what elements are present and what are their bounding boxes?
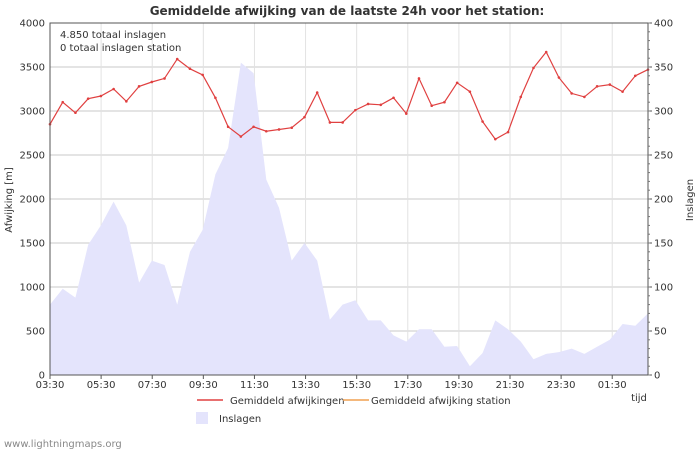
x-tick-label: 11:30 [240, 380, 269, 391]
afwijking-point [61, 100, 65, 104]
x-tick-label: 07:30 [138, 380, 167, 391]
x-axis-label: tijd [631, 393, 647, 404]
afwijking-point [175, 57, 179, 61]
left-axis: 0 500 1000 1500 2000 2500 3000 3500 4000 [20, 19, 45, 382]
afwijking-markers [48, 50, 650, 141]
afwijking-point [328, 121, 332, 124]
afwijking-point [544, 50, 548, 54]
left-tick-label: 3000 [20, 107, 45, 118]
afwijking-point [341, 121, 344, 124]
inslagen-area [50, 62, 648, 375]
afwijking-point [264, 129, 268, 133]
x-tick-label: 23:30 [547, 380, 576, 391]
afwijking-point [112, 87, 115, 91]
chart-title: Gemiddelde afwijking van de laatste 24h … [150, 4, 545, 18]
afwijking-point [583, 95, 586, 99]
legend-label-station: Gemiddeld afwijking station [371, 396, 511, 407]
afwijking-point [595, 85, 599, 88]
right-tick-label: 50 [654, 327, 667, 338]
x-tick-label: 21:30 [496, 380, 525, 391]
legend-label-inslagen: Inslagen [219, 414, 261, 425]
x-axis: 03:30 05:30 07:30 09:30 11:30 13:30 15:30 17:30… [36, 375, 627, 391]
right-tick-label: 200 [654, 195, 673, 206]
left-tick-label: 2000 [20, 195, 45, 206]
right-tick-label: 300 [654, 107, 673, 118]
x-tick-label: 19:30 [444, 380, 473, 391]
x-tick-label: 03:30 [36, 380, 65, 391]
x-tick-label: 17:30 [393, 380, 422, 391]
afwijking-point [137, 85, 141, 88]
afwijking-point [392, 96, 395, 100]
afwijking-point [621, 90, 624, 93]
afwijking-point [633, 74, 637, 78]
afwijking-point [455, 81, 459, 85]
afwijking-point [354, 108, 357, 112]
legend-label-afwijkingen: Gemiddeld afwijkingen [230, 396, 345, 407]
right-tick-label: 250 [654, 151, 673, 162]
afwijking-point [226, 125, 230, 129]
legend-swatch-inslagen [196, 412, 208, 424]
afwijking-point [481, 120, 484, 123]
afwijking-point [404, 112, 408, 115]
y-axis-left-label: Afwijking [m] [4, 167, 15, 233]
right-tick-label: 0 [654, 371, 660, 382]
afwijking-point [163, 77, 166, 80]
afwijking-point [99, 94, 103, 98]
afwijking-point [74, 111, 77, 115]
afwijking-point [150, 80, 154, 84]
afwijking-point [86, 97, 90, 100]
afwijking-point [506, 130, 510, 134]
left-tick-label: 0 [39, 371, 45, 382]
x-tick-label: 09:30 [189, 380, 218, 391]
afwijking-point [366, 102, 370, 106]
afwijking-point [519, 95, 523, 99]
left-tick-label: 1500 [20, 239, 45, 250]
right-tick-label: 100 [654, 283, 673, 294]
watermark: www.lightningmaps.org [4, 439, 122, 450]
afwijking-point [252, 125, 255, 129]
afwijking-point [188, 67, 192, 71]
info-total-strikes: 4.850 totaal inslagen [60, 30, 166, 41]
x-tick-label: 05:30 [87, 380, 116, 391]
afwijking-point [239, 135, 243, 138]
info-station-strikes: 0 totaal inslagen station [60, 43, 181, 54]
left-tick-label: 4000 [20, 19, 45, 30]
afwijking-point [303, 115, 306, 119]
afwijking-point [214, 96, 217, 100]
afwijking-point [417, 77, 421, 80]
left-tick-label: 2500 [20, 151, 45, 162]
right-tick-label: 150 [654, 239, 673, 250]
left-tick-label: 1000 [20, 283, 45, 294]
afwijking-point [315, 91, 319, 94]
left-tick-label: 500 [26, 327, 45, 338]
afwijking-point [430, 104, 434, 108]
afwijking-point [608, 83, 612, 86]
afwijking-point [277, 128, 281, 131]
afwijking-point [201, 73, 204, 77]
right-tick-label: 400 [654, 19, 673, 30]
afwijking-point [125, 100, 128, 103]
afwijking-line [49, 50, 649, 140]
afwijking-point [443, 100, 446, 104]
x-tick-label: 13:30 [291, 380, 320, 391]
right-tick-label: 350 [654, 63, 673, 74]
y-axis-right-label: Inslagen [685, 179, 696, 221]
x-tick-label: 15:30 [342, 380, 371, 391]
afwijking-point [379, 103, 383, 107]
x-tick-label: 01:30 [598, 380, 627, 391]
afwijking-point [532, 66, 535, 70]
afwijking-point [570, 92, 573, 95]
right-axis: 0 50 100 150 200 250 300 350 400 [648, 19, 673, 382]
afwijking-point [468, 90, 472, 93]
afwijking-point [290, 126, 294, 130]
afwijking-point [494, 137, 497, 141]
left-tick-label: 3500 [20, 63, 45, 74]
afwijking-point [557, 76, 561, 79]
